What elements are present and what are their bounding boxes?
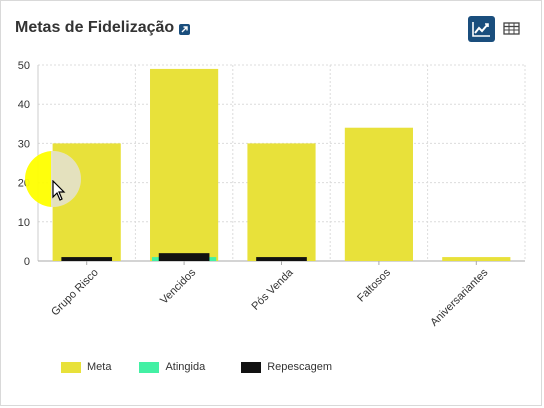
- legend-swatch-atingida: [139, 361, 160, 373]
- x-tick-label: Vencidos: [158, 266, 198, 306]
- chart-view-button[interactable]: [468, 16, 495, 42]
- x-tick-label: Faltosos: [355, 266, 393, 304]
- line-chart-icon: [472, 22, 490, 37]
- bar-meta: [150, 68, 219, 261]
- bar-meta: [344, 127, 413, 261]
- legend-item-meta[interactable]: Meta: [61, 361, 111, 373]
- mouse-pointer-icon: [52, 180, 66, 201]
- chart-legend: Meta Atingida Repescagem: [61, 361, 332, 373]
- bar-repescagem: [158, 253, 210, 261]
- legend-label-atingida: Atingida: [165, 361, 206, 373]
- bar-repescagem: [61, 257, 113, 261]
- x-tick-label: Aniversariantes: [428, 266, 490, 328]
- legend-item-atingida[interactable]: Atingida: [139, 361, 205, 373]
- external-link-icon[interactable]: [179, 23, 191, 35]
- legend-swatch-meta: [61, 361, 81, 373]
- y-tick-label: 0: [24, 256, 30, 268]
- x-tick-label: Pós Venda: [250, 266, 297, 313]
- bar-meta: [247, 143, 316, 261]
- table-icon: [503, 22, 520, 35]
- y-tick-label: 50: [18, 60, 30, 72]
- legend-label-repescagem: Repescagem: [267, 361, 333, 373]
- y-tick-label: 40: [18, 99, 30, 111]
- legend-label-meta: Meta: [87, 361, 112, 373]
- panel-header: Metas de Fidelização: [15, 19, 191, 37]
- y-tick-label: 30: [18, 138, 30, 150]
- panel-title: Metas de Fidelização: [15, 19, 175, 36]
- table-view-button[interactable]: [501, 16, 523, 42]
- x-tick-label: Grupo Risco: [49, 267, 101, 319]
- y-tick-label: 10: [18, 217, 30, 229]
- legend-item-repescagem[interactable]: Repescagem: [241, 361, 332, 373]
- legend-swatch-repescagem: [241, 361, 262, 373]
- bar-repescagem: [256, 257, 307, 261]
- bar-meta: [442, 257, 511, 261]
